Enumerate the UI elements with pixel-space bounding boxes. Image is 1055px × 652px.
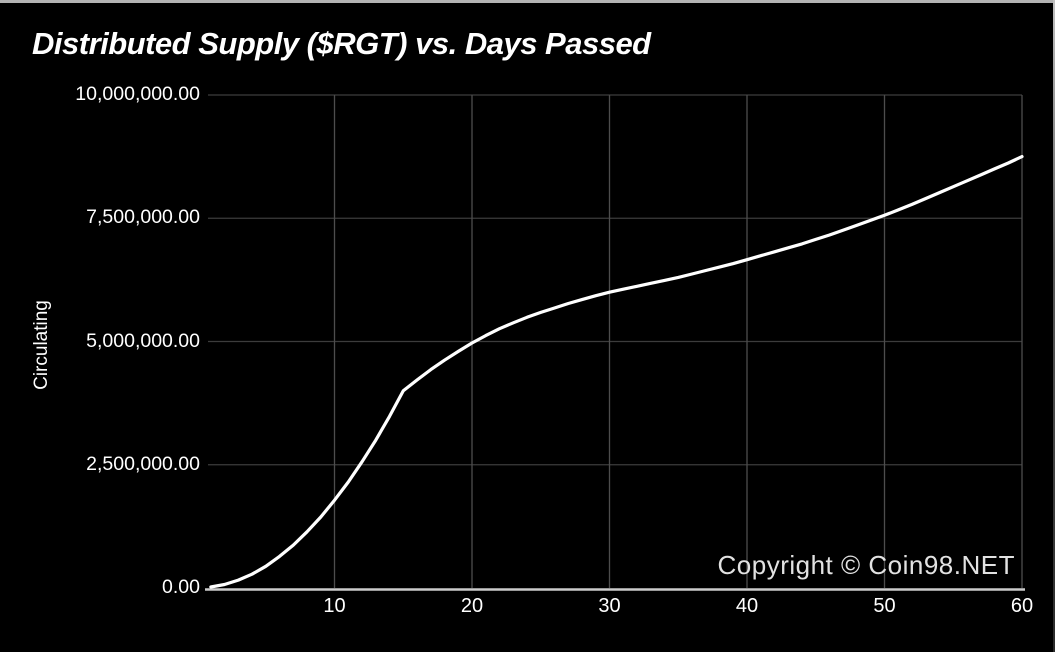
x-tick-label: 10 [323,595,346,617]
x-tick-label: 40 [735,595,759,617]
distributed-supply-line [209,155,1024,589]
y-tick-label: 5,000,000.00 [86,329,200,352]
window-top-border [0,0,1055,3]
x-tick-label: 30 [598,595,621,617]
x-tick-label: 60 [1010,595,1034,617]
vertical-gridlines [333,95,1023,588]
horizontal-gridlines [208,94,1022,466]
y-tick-label: 10,000,000.00 [75,83,200,106]
chart-title: Distributed Supply ($RGT) vs. Days Passe… [32,26,651,61]
copyright-watermark: Copyright © Coin98.NET [717,550,1015,580]
window-right-border [1053,0,1055,652]
x-tick-label: 20 [460,595,484,617]
y-tick-label: 2,500,000.00 [86,452,200,475]
y-tick-label: 0.00 [162,576,200,599]
x-tick-label: 50 [873,595,896,617]
y-tick-label: 7,500,000.00 [86,206,200,229]
